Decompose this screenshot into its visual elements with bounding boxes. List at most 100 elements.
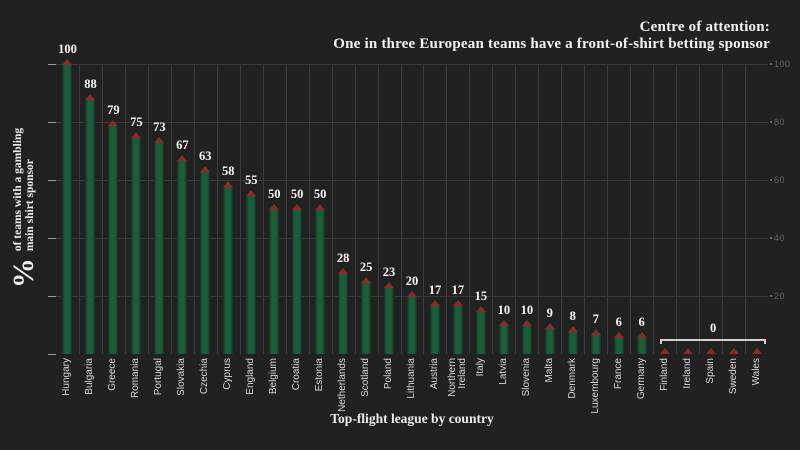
bar-value-label: 17: [451, 282, 465, 297]
bar-value-label: 23: [382, 265, 396, 280]
bar-value-label: 15: [474, 288, 488, 303]
bar-value-label: 73: [153, 120, 166, 135]
x-axis-label-sweden: Sweden: [727, 358, 739, 395]
bar-germany: [636, 336, 647, 354]
y-axis-title: % of teams with a gambling main shirt sp…: [7, 123, 41, 293]
bar-value-label: 88: [84, 76, 97, 91]
x-axis-label-cyprus: Cyprus: [222, 358, 234, 390]
vertical-gridline: [400, 64, 402, 354]
bar-value-label: 25: [359, 259, 373, 274]
horizontal-gridline: [56, 122, 768, 123]
left-axis-tick-icon: [48, 238, 56, 239]
horizontal-gridline: [56, 64, 768, 65]
x-axis-label-ireland: Ireland: [681, 358, 693, 389]
bar-denmark: [567, 330, 578, 354]
bar-value-label: 67: [176, 137, 189, 152]
right-axis-tick-icon: [770, 179, 772, 181]
x-axis-label-england: England: [245, 358, 257, 395]
left-axis-tick-icon: [48, 296, 56, 297]
x-axis-label-greece: Greece: [107, 358, 119, 391]
vertical-gridline: [377, 64, 379, 354]
vertical-gridline: [515, 64, 517, 354]
triangle-marker-icon: [544, 322, 555, 329]
right-axis-tick-icon: [770, 63, 772, 65]
x-axis-label-hungary: Hungary: [61, 358, 73, 396]
bar-croatia: [292, 209, 303, 354]
triangle-marker-icon: [659, 348, 670, 354]
vertical-gridline: [722, 64, 724, 354]
vertical-gridline: [446, 64, 448, 354]
bar-value-label: 100: [58, 42, 77, 56]
triangle-marker-icon: [177, 154, 188, 161]
vertical-gridline: [630, 64, 632, 354]
triangle-marker-icon: [613, 331, 624, 338]
bar-value-label: 55: [244, 172, 258, 187]
bar-value-label: 50: [313, 187, 327, 201]
triangle-marker-icon: [384, 282, 395, 289]
bar-czechia: [200, 171, 211, 354]
vertical-gridline: [469, 64, 471, 354]
triangle-marker-icon: [705, 348, 716, 354]
vertical-gridline: [584, 64, 586, 354]
bar-france: [613, 336, 624, 354]
vertical-gridline: [561, 64, 563, 354]
zero-group-bracket-cap-left: [660, 339, 663, 344]
vertical-gridline: [423, 64, 425, 354]
bar-value-label: 50: [267, 187, 281, 201]
chart-title-block: Centre of attention: One in three Europe…: [333, 19, 770, 53]
triangle-marker-icon: [567, 325, 578, 332]
x-axis-label-germany: Germany: [635, 358, 647, 400]
bar-value-label: 79: [107, 102, 120, 117]
bar-italy: [475, 310, 486, 354]
x-axis-label-spain: Spain: [704, 358, 716, 384]
horizontal-gridline: [56, 238, 768, 239]
chart-title: Centre of attention:: [639, 19, 770, 35]
right-axis-tick-label: 20: [774, 291, 786, 301]
triangle-marker-icon: [200, 166, 211, 173]
triangle-marker-icon: [636, 331, 647, 338]
y-axis-title-text: of teams with a gambling main shirt spon…: [12, 128, 37, 251]
bar-value-label: 75: [130, 114, 143, 129]
bar-value-label: 28: [336, 250, 350, 265]
bar-portugal: [154, 142, 165, 354]
bar-value-label: 50: [290, 187, 304, 201]
bar-value-label: 7: [592, 311, 599, 326]
triangle-marker-icon: [85, 93, 96, 100]
triangle-marker-icon: [590, 328, 601, 335]
bar-hungary: [62, 64, 73, 354]
bar-romania: [131, 136, 142, 354]
vertical-gridline: [239, 64, 241, 354]
bar-estonia: [315, 209, 326, 354]
bar-scotland: [361, 281, 372, 354]
x-axis-label-denmark: Denmark: [566, 358, 578, 399]
vertical-gridline: [193, 64, 195, 354]
triangle-marker-icon: [361, 276, 372, 283]
vertical-gridline: [147, 64, 149, 354]
triangle-marker-icon: [407, 291, 417, 297]
bar-value-label: 8: [569, 308, 576, 323]
vertical-gridline: [308, 64, 310, 354]
triangle-marker-icon: [498, 320, 509, 326]
bar-austria: [429, 304, 440, 354]
right-axis-tick-icon: [770, 237, 772, 239]
bar-latvia: [498, 325, 509, 354]
bar-value-label: 63: [199, 149, 212, 164]
chart-subtitle: One in three European teams have a front…: [333, 36, 770, 52]
right-axis-tick-icon: [770, 295, 772, 297]
triangle-marker-icon: [452, 299, 463, 306]
bar-england: [246, 194, 257, 354]
triangle-marker-icon: [751, 348, 762, 354]
bar-value-label: 6: [615, 314, 622, 329]
left-axis-tick-icon: [48, 122, 56, 123]
vertical-gridline: [101, 64, 103, 354]
left-axis-tick-icon: [48, 64, 56, 65]
vertical-gridline: [607, 64, 609, 354]
triangle-marker-icon: [315, 204, 326, 210]
bar-bulgaria: [85, 98, 96, 354]
triangle-marker-icon: [429, 299, 440, 306]
triangle-marker-icon: [728, 348, 739, 354]
x-axis-label-portugal: Portugal: [153, 358, 165, 396]
right-axis-tick-icon: [770, 121, 772, 123]
x-axis-label-bulgaria: Bulgaria: [84, 358, 96, 395]
right-axis-tick-label: 60: [774, 175, 786, 185]
